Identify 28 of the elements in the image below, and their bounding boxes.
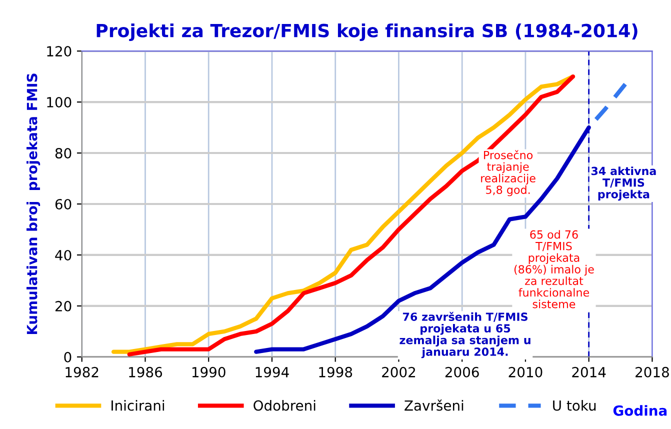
legend-label: U toku bbox=[553, 400, 596, 411]
x-tick-label: 2006 bbox=[445, 366, 479, 378]
annotation: 65 od 76 T/FMIS projekata (86%) imalo je za rezultat funkcionalne sisteme bbox=[514, 230, 594, 308]
y-tick-label: 0 bbox=[64, 352, 72, 362]
annotation: 76 završenih T/FMIS projekata u 65 zemalja sa stanjem u januaru 2014. bbox=[400, 312, 530, 358]
annotation: Prosečno trajanje realizacije 5,8 god. bbox=[481, 150, 536, 196]
x-tick-label: 1998 bbox=[319, 366, 352, 378]
x-tick-label: 2018 bbox=[636, 366, 669, 378]
legend-label: Odobreni bbox=[254, 400, 316, 411]
x-tick-label: 1982 bbox=[66, 366, 98, 378]
x-tick-label: 2010 bbox=[508, 366, 542, 378]
y-tick-label: 20 bbox=[55, 300, 72, 312]
y-tick-label: 60 bbox=[55, 198, 72, 210]
legend-label: Inicirani bbox=[112, 400, 164, 411]
y-tick-label: 80 bbox=[55, 148, 72, 158]
y-tick-label: 100 bbox=[47, 97, 72, 108]
x-axis-title: Godina bbox=[613, 405, 667, 416]
y-axis-title: Kumulativan broj projekata FMIS bbox=[26, 74, 40, 334]
y-tick-label: 40 bbox=[55, 250, 72, 260]
y-tick-label: 120 bbox=[47, 46, 72, 57]
legend-label: Završeni bbox=[404, 399, 464, 411]
x-tick-label: 2002 bbox=[382, 366, 416, 378]
x-tick-label: 1990 bbox=[192, 366, 226, 378]
annotation: 34 aktivna T/FMIS projekta bbox=[591, 166, 656, 201]
x-tick-label: 1994 bbox=[256, 366, 289, 378]
x-tick-label: 2014 bbox=[572, 366, 606, 378]
x-tick-label: 1986 bbox=[129, 366, 162, 378]
chart-title: Projekti za Trezor/FMIS koje finansira SB (1984-2014) bbox=[96, 23, 638, 42]
